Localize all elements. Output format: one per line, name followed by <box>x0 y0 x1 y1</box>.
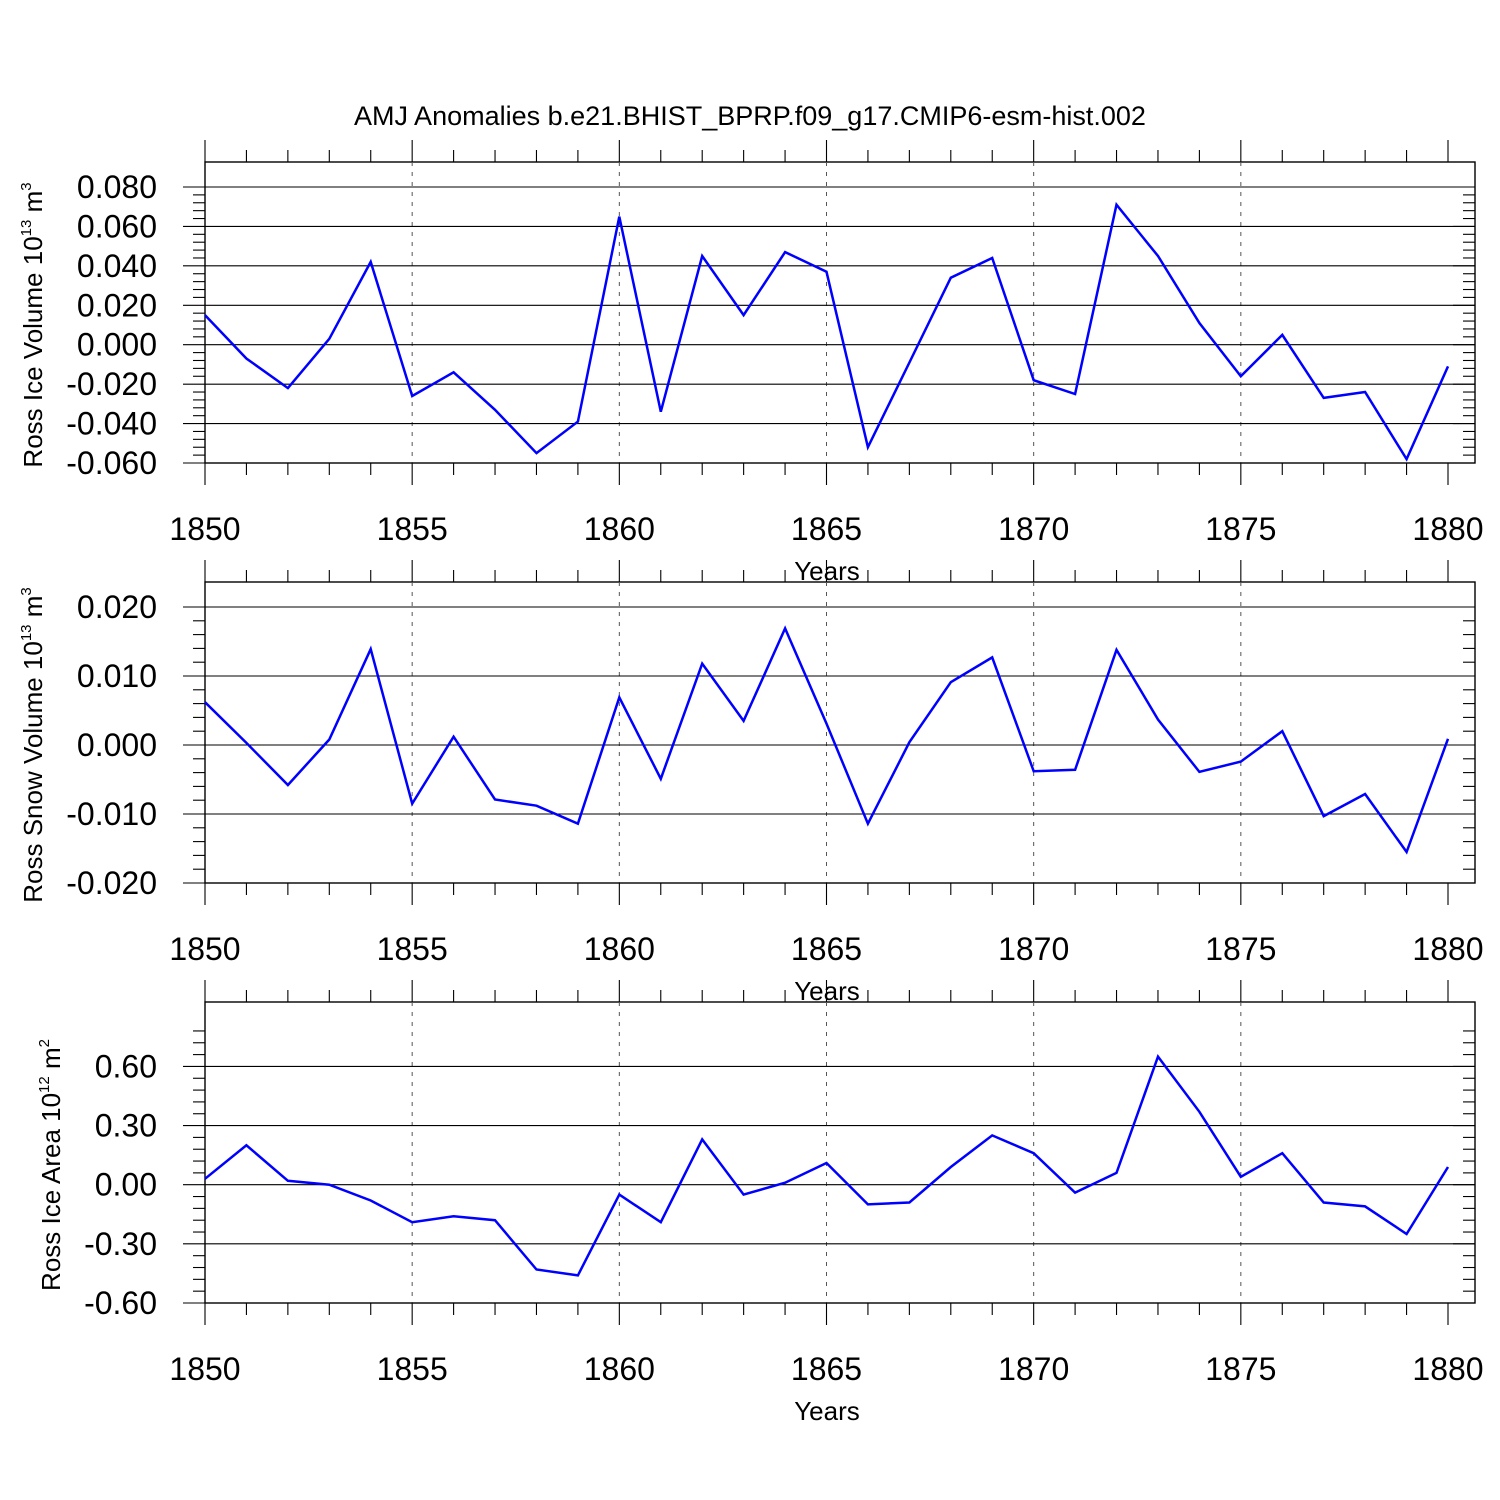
x-tick-label: 1875 <box>1205 511 1276 547</box>
x-tick-label: 1850 <box>169 511 240 547</box>
x-tick-label: 1870 <box>998 511 1069 547</box>
data-series-line <box>204 1053 1450 1277</box>
x-tick-label: 1860 <box>584 511 655 547</box>
y-tick-label: 0.040 <box>77 248 157 284</box>
chart-panel-1: 1850 1855 1860 1865 1870 1875 1880Years-0.060-… <box>18 140 1484 586</box>
x-tick-label: 1850 <box>169 1351 240 1387</box>
chart-title: AMJ Anomalies b.e21.BHIST_BPRP.f09_g17.C… <box>354 101 1146 131</box>
y-axis-title: Ross Ice Area 1012 m2 <box>36 1039 66 1291</box>
x-tick-label: 1880 <box>1412 931 1483 967</box>
y-tick-label: 0.010 <box>77 658 157 694</box>
x-tick-label: 1860 <box>584 1351 655 1387</box>
x-tick-label: 1875 <box>1205 931 1276 967</box>
data-series-line <box>204 625 1450 855</box>
plot-frame <box>204 1001 1476 1304</box>
x-tick-label: 1860 <box>584 931 655 967</box>
plot-frame <box>204 581 1476 884</box>
x-tick-label: 1855 <box>377 511 448 547</box>
x-tick-label: 1880 <box>1412 1351 1483 1387</box>
y-tick-label: -0.060 <box>66 445 157 481</box>
plot-frame <box>204 161 1476 464</box>
y-axis-title: Ross Snow Volume 1013 m3 <box>18 587 48 903</box>
y-tick-label: 0.020 <box>77 287 157 323</box>
y-tick-label: 0.060 <box>77 208 157 244</box>
y-tick-label: -0.040 <box>66 406 157 442</box>
y-tick-label: -0.010 <box>66 796 157 832</box>
x-tick-label: 1870 <box>998 1351 1069 1387</box>
y-tick-label: -0.60 <box>84 1285 157 1321</box>
y-tick-label: -0.020 <box>66 366 157 402</box>
y-tick-label: 0.020 <box>77 589 157 625</box>
x-tick-label: 1855 <box>377 1351 448 1387</box>
x-axis-title: Years <box>794 1396 860 1426</box>
y-tick-label: -0.020 <box>66 865 157 901</box>
y-tick-label: 0.000 <box>77 727 157 763</box>
x-tick-label: 1865 <box>791 931 862 967</box>
chart-panel-2: 1850 1855 1860 1865 1870 1875 1880Years-0.020-… <box>18 560 1484 1006</box>
y-tick-label: 0.080 <box>77 169 157 205</box>
y-tick-label: 0.60 <box>95 1048 157 1084</box>
x-tick-label: 1855 <box>377 931 448 967</box>
x-tick-label: 1850 <box>169 931 240 967</box>
x-tick-label: 1880 <box>1412 511 1483 547</box>
chart-panel-3: 1850 1855 1860 1865 1870 1875 1880 Years -0.60 -0… <box>36 980 1484 1426</box>
x-tick-label: 1870 <box>998 931 1069 967</box>
x-tick-label: 1875 <box>1205 1351 1276 1387</box>
y-tick-label: 0.00 <box>95 1167 157 1203</box>
y-tick-label: 0.000 <box>77 327 157 363</box>
x-tick-label: 1865 <box>791 1351 862 1387</box>
y-axis-title: Ross Ice Volume 1013 m3 <box>18 182 48 467</box>
x-tick-label: 1865 <box>791 511 862 547</box>
y-tick-label: -0.30 <box>84 1226 157 1262</box>
data-series-line <box>204 201 1450 462</box>
y-tick-label: 0.30 <box>95 1108 157 1144</box>
